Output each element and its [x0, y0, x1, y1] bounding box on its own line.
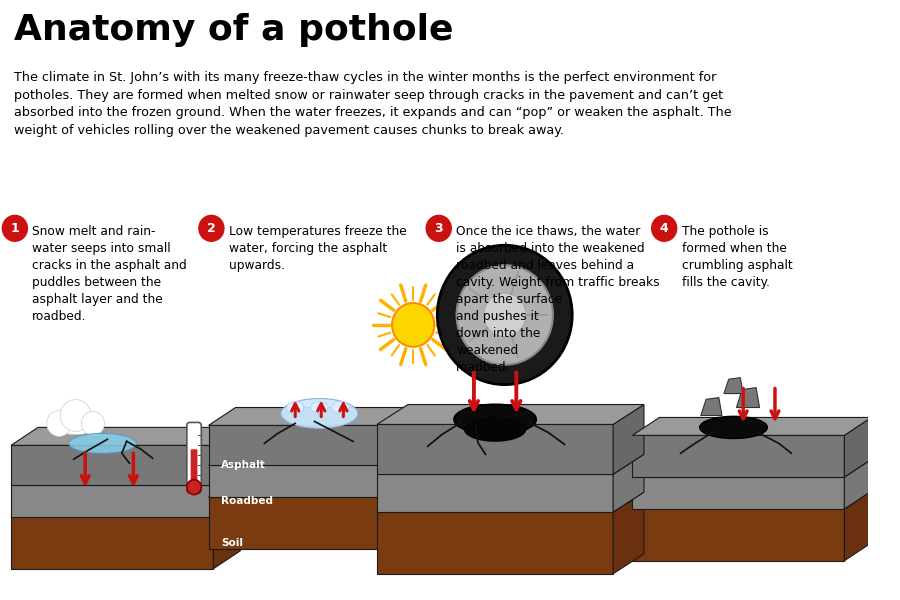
Polygon shape: [613, 492, 644, 574]
Text: Asphalt: Asphalt: [221, 460, 266, 470]
Polygon shape: [377, 424, 613, 474]
Circle shape: [456, 265, 553, 365]
Text: Anatomy of a pothole: Anatomy of a pothole: [14, 13, 454, 47]
Polygon shape: [701, 398, 722, 415]
Polygon shape: [377, 454, 644, 474]
Polygon shape: [401, 407, 428, 465]
Polygon shape: [633, 477, 844, 509]
Polygon shape: [633, 459, 871, 477]
Polygon shape: [633, 436, 844, 477]
Polygon shape: [844, 418, 871, 477]
Polygon shape: [736, 388, 760, 407]
Polygon shape: [377, 492, 644, 512]
Text: The climate in St. John’s with its many freeze-thaw cycles in the winter months : The climate in St. John’s with its many …: [14, 71, 732, 137]
Polygon shape: [401, 448, 428, 497]
Text: Snow melt and rain-
water seeps into small
cracks in the asphalt and
puddles bet: Snow melt and rain- water seeps into sma…: [32, 226, 187, 323]
Polygon shape: [209, 407, 428, 425]
Circle shape: [199, 215, 224, 241]
Polygon shape: [724, 377, 743, 394]
Text: Roadbed: Roadbed: [221, 496, 273, 506]
Polygon shape: [633, 509, 844, 561]
Polygon shape: [844, 459, 871, 509]
Circle shape: [3, 215, 27, 241]
Ellipse shape: [310, 401, 328, 413]
Polygon shape: [633, 418, 871, 436]
Polygon shape: [209, 448, 428, 465]
Circle shape: [47, 410, 72, 436]
FancyBboxPatch shape: [191, 449, 197, 486]
Circle shape: [392, 303, 435, 347]
Polygon shape: [209, 479, 428, 497]
Text: Low temperatures freeze the
water, forcing the asphalt
upwards.: Low temperatures freeze the water, forci…: [229, 226, 407, 272]
Polygon shape: [213, 499, 240, 569]
Polygon shape: [11, 467, 240, 485]
Ellipse shape: [454, 404, 536, 434]
Polygon shape: [377, 474, 613, 512]
Text: The pothole is
formed when the
crumbling asphalt
fills the cavity.: The pothole is formed when the crumbling…: [681, 226, 792, 289]
Polygon shape: [209, 465, 401, 497]
Polygon shape: [213, 467, 240, 517]
Polygon shape: [209, 425, 401, 465]
Polygon shape: [11, 445, 213, 485]
Ellipse shape: [286, 401, 304, 413]
Circle shape: [81, 412, 104, 436]
Polygon shape: [11, 517, 213, 569]
Polygon shape: [11, 427, 240, 445]
Text: 1: 1: [11, 222, 19, 235]
Ellipse shape: [50, 416, 102, 434]
Polygon shape: [11, 485, 213, 517]
Ellipse shape: [332, 401, 349, 413]
Circle shape: [437, 245, 572, 385]
Polygon shape: [209, 497, 401, 549]
Circle shape: [60, 400, 91, 431]
FancyBboxPatch shape: [187, 422, 202, 493]
Ellipse shape: [464, 417, 526, 442]
Polygon shape: [613, 404, 644, 474]
Ellipse shape: [700, 416, 768, 439]
Polygon shape: [844, 491, 871, 561]
Text: 3: 3: [435, 222, 443, 235]
Circle shape: [483, 293, 526, 337]
Polygon shape: [377, 404, 644, 424]
Ellipse shape: [68, 433, 136, 453]
Text: Once the ice thaws, the water
is absorbed into the weakened
roadbed and leaves b: Once the ice thaws, the water is absorbe…: [456, 226, 660, 374]
Polygon shape: [213, 427, 240, 485]
Text: 2: 2: [207, 222, 216, 235]
Polygon shape: [377, 512, 613, 574]
Polygon shape: [613, 454, 644, 512]
Ellipse shape: [281, 398, 358, 428]
Polygon shape: [401, 479, 428, 549]
Circle shape: [652, 215, 677, 241]
Polygon shape: [633, 491, 871, 509]
Circle shape: [427, 215, 451, 241]
Text: Soil: Soil: [221, 538, 243, 548]
Circle shape: [187, 479, 202, 494]
Text: 4: 4: [660, 222, 669, 235]
Polygon shape: [11, 499, 240, 517]
